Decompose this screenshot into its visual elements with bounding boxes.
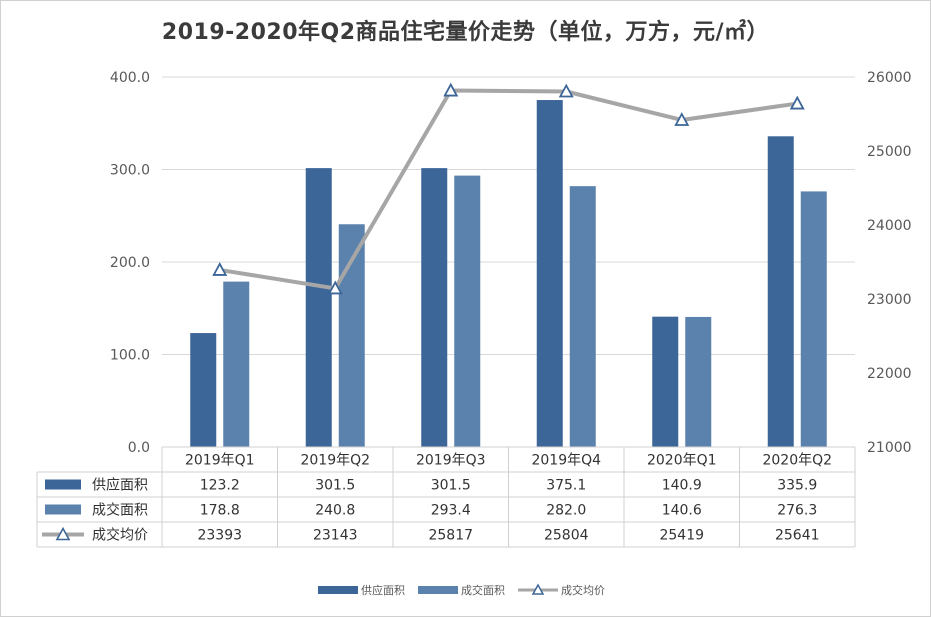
table-legend-key xyxy=(45,479,81,490)
table-series-name: 供应面积 xyxy=(92,477,148,494)
legend-key-供应面积 xyxy=(318,586,358,594)
point-成交均价-2019年Q2 xyxy=(327,280,343,295)
x-tick-label: 2020年Q1 xyxy=(647,453,717,469)
legend-label: 成交均价 xyxy=(561,583,605,597)
table-cell-value: 276.3 xyxy=(777,503,817,519)
x-tick-label: 2019年Q1 xyxy=(185,453,255,469)
table-cell-value: 25817 xyxy=(428,528,473,544)
bar-series xyxy=(190,100,827,448)
table-cell-value: 123.2 xyxy=(200,478,240,494)
point-成交均价-2019年Q3 xyxy=(443,82,459,97)
y-right-tick-label: 21000 xyxy=(867,440,912,456)
legend-label: 供应面积 xyxy=(361,583,405,597)
bar-成交面积-2019年Q3 xyxy=(454,175,481,448)
table-cell-value: 23143 xyxy=(313,528,358,544)
y-axis-right: 21000 22000 23000 24000 25000 26000 xyxy=(867,70,912,456)
legend: 供应面积 成交面积 成交均价 xyxy=(318,583,605,597)
y-right-tick-label: 22000 xyxy=(867,366,912,382)
y-right-tick-label: 23000 xyxy=(867,292,912,308)
gridlines xyxy=(162,76,855,355)
table-cell-value: 178.8 xyxy=(200,503,240,519)
table-cell-value: 335.9 xyxy=(777,478,817,494)
table-cell-value: 240.8 xyxy=(315,503,355,519)
bar-供应面积-2019年Q4 xyxy=(536,100,563,447)
table-legend-key xyxy=(45,504,81,515)
bar-供应面积-2019年Q1 xyxy=(190,333,217,447)
table-cell-value: 25641 xyxy=(775,528,820,544)
data-table: 2019年Q1 2019年Q2 2019年Q3 2019年Q4 2020年Q1 2020年… xyxy=(36,446,856,548)
point-成交均价-2019年Q4 xyxy=(558,83,574,98)
y-right-tick-label: 25000 xyxy=(867,144,912,160)
x-tick-label: 2019年Q3 xyxy=(416,453,486,469)
y-axis-left: 0.0 100.0 200.0 300.0 400.0 xyxy=(110,70,150,456)
point-成交均价-2020年Q2 xyxy=(789,95,805,110)
bar-成交面积-2019年Q4 xyxy=(569,186,596,447)
legend-key-成交面积 xyxy=(418,586,458,594)
x-tick-label: 2019年Q2 xyxy=(300,453,370,469)
y-right-tick-label: 26000 xyxy=(867,70,912,86)
x-tick-label: 2019年Q4 xyxy=(531,453,601,469)
line-成交均价 xyxy=(219,88,798,291)
y-right-tick-label: 24000 xyxy=(867,218,912,234)
point-成交均价-2019年Q1 xyxy=(212,262,228,276)
bar-供应面积-2020年Q1 xyxy=(652,316,679,447)
table-cell-value: 375.1 xyxy=(546,478,586,494)
y-left-tick-label: 0.0 xyxy=(128,440,150,456)
x-tick-label: 2020年Q2 xyxy=(762,453,832,469)
bar-供应面积-2019年Q3 xyxy=(421,168,448,448)
table-cell-value: 25419 xyxy=(659,528,704,544)
bar-成交面积-2020年Q2 xyxy=(800,191,827,447)
bar-成交面积-2020年Q1 xyxy=(685,316,712,447)
table-cell-value: 140.9 xyxy=(662,478,702,494)
table-series-name: 成交面积 xyxy=(92,502,148,519)
table-cell-value: 301.5 xyxy=(315,478,355,494)
bar-供应面积-2019年Q2 xyxy=(305,168,332,448)
bar-成交面积-2019年Q1 xyxy=(223,281,250,447)
table-cell-value: 23393 xyxy=(197,528,242,544)
bar-供应面积-2020年Q2 xyxy=(767,136,794,448)
legend-marker xyxy=(531,583,545,595)
legend-label: 成交面积 xyxy=(461,583,505,597)
table-series-name: 成交均价 xyxy=(92,527,148,544)
y-left-tick-label: 300.0 xyxy=(110,163,150,179)
chart-title: 2019-2020年Q2商品住宅量价走势（单位，万方，元/㎡） xyxy=(161,20,770,45)
y-left-tick-label: 100.0 xyxy=(110,348,150,364)
table-cell-value: 140.6 xyxy=(662,503,702,519)
y-left-tick-label: 200.0 xyxy=(110,255,150,271)
line-series xyxy=(212,82,805,295)
point-成交均价-2020年Q1 xyxy=(674,112,690,126)
table-cell-value: 25804 xyxy=(544,528,589,544)
table-cell-value: 282.0 xyxy=(546,503,586,519)
table-cell-value: 293.4 xyxy=(431,503,471,519)
y-left-tick-label: 400.0 xyxy=(110,70,150,86)
table-cell-value: 301.5 xyxy=(431,478,471,494)
table-legend-marker xyxy=(55,526,71,541)
